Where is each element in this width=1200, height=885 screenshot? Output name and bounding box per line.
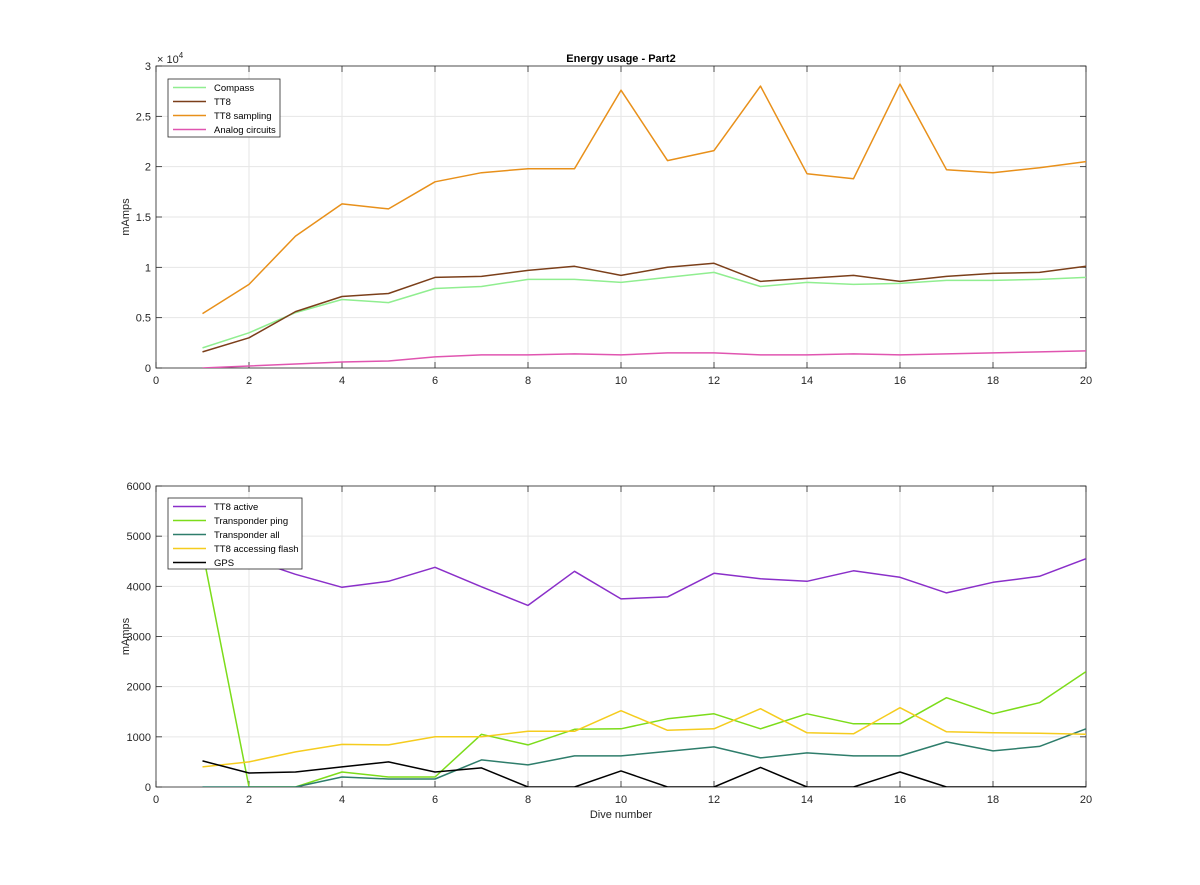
y-tick-label: 5000 (127, 531, 151, 543)
x-tick-label: 14 (801, 794, 813, 806)
x-tick-label: 18 (987, 794, 999, 806)
x-tick-label: 12 (708, 794, 720, 806)
series-line-gps (202, 760, 1086, 787)
x-axis-label: Dive number (590, 809, 653, 821)
x-tick-label: 0 (153, 375, 159, 387)
x-tick-label: 2 (246, 794, 252, 806)
y-tick-label: 1 (145, 262, 151, 274)
legend-entry: TT8 accessing flash (214, 544, 298, 555)
legend-entry: Transponder all (214, 530, 280, 541)
x-tick-label: 20 (1080, 794, 1092, 806)
y-tick-label: 0 (145, 782, 151, 794)
x-tick-label: 16 (894, 375, 906, 387)
series-line-tt8 (202, 262, 1086, 353)
legend-entry: TT8 (214, 97, 231, 108)
x-tick-label: 8 (525, 375, 531, 387)
y-tick-label: 1.5 (136, 212, 151, 224)
y-tick-label: 2.5 (136, 111, 151, 123)
y-axis-label: mAmps (120, 198, 132, 236)
x-tick-label: 6 (432, 375, 438, 387)
legend-entry: Transponder ping (214, 516, 288, 527)
x-tick-label: 10 (615, 375, 627, 387)
legend: TT8 active Transponder ping Transponder al… (167, 497, 303, 570)
y-tick-label: 2000 (127, 682, 151, 694)
legend-entry: Analog circuits (214, 125, 276, 136)
legend-entry: TT8 active (214, 502, 258, 513)
y-tick-label: 4000 (127, 581, 151, 593)
legend-box (167, 497, 303, 570)
x-tick-label: 12 (708, 375, 720, 387)
series-line-compass (202, 271, 1086, 349)
y-tick-label: 0 (145, 363, 151, 375)
y-tick-label: 6000 (127, 481, 151, 493)
x-tick-label: 4 (339, 375, 345, 387)
x-tick-label: 14 (801, 375, 813, 387)
y-tick-label: 1000 (127, 732, 151, 744)
y-tick-label: 0.5 (136, 313, 151, 325)
x-tick-label: 2 (246, 375, 252, 387)
legend-entry: GPS (214, 558, 234, 569)
x-tick-label: 6 (432, 794, 438, 806)
y-tick-label: 3000 (127, 632, 151, 644)
chart-2: 0 2 4 6 8 10 12 14 16 18 20 0 1000 2000 3000 4000 5000 60… (120, 481, 1092, 821)
legend-box (167, 78, 281, 138)
x-tick-label: 20 (1080, 375, 1092, 387)
series-line-tt8-active (202, 550, 1086, 607)
y-axis-label: mAmps (120, 617, 132, 655)
x-tick-label: 8 (525, 794, 531, 806)
x-tick-label: 10 (615, 794, 627, 806)
y-exponent-label: × 104 (157, 51, 184, 66)
x-tick-label: 18 (987, 375, 999, 387)
x-tick-label: 0 (153, 794, 159, 806)
chart-1: 0 2 4 6 8 10 12 14 16 18 20 0 0.5 1 1.5 2 2.5 3 × 104 Energ… (120, 51, 1092, 387)
legend-entry: Compass (214, 83, 254, 94)
legend-entry: TT8 sampling (214, 111, 272, 122)
series-line-tt8-sampling (202, 83, 1086, 315)
series-line-transponder-ping (201, 551, 1086, 787)
series-line-transponder-all (202, 728, 1086, 787)
chart-title: Energy usage - Part2 (566, 53, 675, 65)
y-tick-label: 3 (145, 61, 151, 73)
x-tick-label: 16 (894, 794, 906, 806)
legend: Compass TT8 TT8 sampling Analog circuits (167, 78, 281, 138)
series-line-analog-circuits (202, 350, 1086, 368)
series-line-tt8-accessing-flash (202, 706, 1086, 768)
y-tick-label: 2 (145, 162, 151, 174)
x-tick-label: 4 (339, 794, 345, 806)
